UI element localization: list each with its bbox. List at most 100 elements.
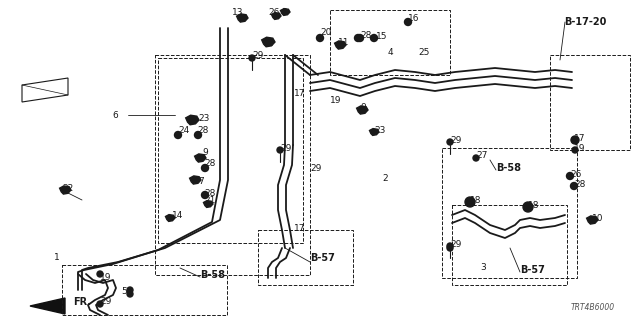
Text: 19: 19: [330, 95, 342, 105]
Circle shape: [447, 139, 453, 145]
Text: TRT4B6000: TRT4B6000: [571, 303, 615, 312]
Text: 6: 6: [112, 110, 118, 119]
Polygon shape: [166, 215, 175, 221]
Text: 17: 17: [294, 223, 305, 233]
Circle shape: [523, 202, 533, 212]
Text: 5: 5: [121, 286, 127, 295]
Text: 29: 29: [100, 298, 111, 307]
Text: B-58: B-58: [496, 163, 521, 173]
Text: 26: 26: [268, 7, 280, 17]
Text: 9: 9: [360, 102, 365, 111]
Text: 26: 26: [570, 170, 581, 179]
Text: 29: 29: [280, 143, 291, 153]
Text: 29: 29: [450, 135, 461, 145]
Text: 17: 17: [294, 89, 305, 98]
Text: 2: 2: [382, 173, 388, 182]
Circle shape: [97, 301, 103, 307]
Text: 21: 21: [204, 196, 216, 204]
Text: 11: 11: [338, 37, 349, 46]
Polygon shape: [280, 9, 290, 15]
Text: 28: 28: [197, 125, 209, 134]
Polygon shape: [186, 115, 199, 125]
Circle shape: [447, 243, 453, 249]
Bar: [158, 58, 303, 243]
Circle shape: [127, 287, 133, 293]
Text: 25: 25: [418, 47, 429, 57]
Circle shape: [465, 197, 475, 207]
Polygon shape: [195, 154, 206, 162]
Text: 3: 3: [480, 263, 486, 273]
Circle shape: [202, 191, 209, 198]
Circle shape: [202, 164, 209, 172]
Circle shape: [97, 271, 103, 277]
Circle shape: [277, 147, 283, 153]
Text: 29: 29: [310, 164, 321, 172]
Text: 13: 13: [232, 7, 243, 17]
Text: 23: 23: [374, 125, 385, 134]
Circle shape: [356, 35, 364, 42]
Text: 19: 19: [574, 143, 586, 153]
Text: 28: 28: [574, 180, 586, 188]
Polygon shape: [204, 201, 213, 207]
Bar: [442, 148, 577, 278]
Text: B-17-20: B-17-20: [564, 17, 606, 27]
Text: 4: 4: [388, 47, 394, 57]
Polygon shape: [237, 14, 248, 22]
Polygon shape: [335, 41, 346, 49]
Polygon shape: [271, 12, 281, 20]
Text: B-58: B-58: [200, 270, 225, 280]
Text: B-57: B-57: [520, 265, 545, 275]
Text: 14: 14: [172, 211, 184, 220]
Circle shape: [249, 55, 255, 61]
Bar: [330, 10, 450, 75]
Text: 24: 24: [178, 125, 189, 134]
Polygon shape: [369, 129, 379, 135]
Text: 1: 1: [54, 253, 60, 262]
Polygon shape: [60, 186, 71, 194]
Text: 27: 27: [476, 150, 488, 159]
Text: 20: 20: [320, 28, 332, 36]
Text: 23: 23: [198, 114, 209, 123]
Bar: [258, 230, 353, 285]
Circle shape: [473, 155, 479, 161]
Text: FR.: FR.: [73, 297, 91, 307]
Circle shape: [572, 147, 578, 153]
Bar: [62, 265, 227, 315]
Text: 28: 28: [360, 30, 371, 39]
Text: 17: 17: [574, 133, 586, 142]
Text: B-57: B-57: [310, 253, 335, 263]
Circle shape: [175, 132, 182, 139]
Polygon shape: [356, 106, 368, 114]
Text: 16: 16: [408, 13, 419, 22]
Text: 19: 19: [100, 274, 111, 283]
Circle shape: [447, 245, 453, 251]
Circle shape: [355, 35, 362, 42]
Text: 7: 7: [198, 177, 204, 186]
Text: 29: 29: [252, 51, 264, 60]
Bar: [452, 205, 567, 285]
Bar: [155, 55, 310, 275]
Text: 18: 18: [470, 196, 481, 204]
Text: 28: 28: [204, 188, 216, 197]
Polygon shape: [30, 298, 65, 314]
Text: 10: 10: [592, 213, 604, 222]
Circle shape: [570, 182, 577, 189]
Circle shape: [571, 136, 579, 144]
Text: 29: 29: [450, 239, 461, 249]
Text: 8: 8: [281, 7, 287, 17]
Text: 12: 12: [263, 38, 275, 47]
Circle shape: [317, 35, 323, 42]
Text: 15: 15: [376, 31, 387, 41]
Circle shape: [195, 132, 202, 139]
Text: 9: 9: [202, 148, 208, 156]
Bar: [550, 55, 630, 150]
Text: 22: 22: [62, 183, 73, 193]
Polygon shape: [262, 37, 275, 47]
Text: 18: 18: [528, 201, 540, 210]
Text: 28: 28: [204, 158, 216, 167]
Circle shape: [566, 172, 573, 180]
Circle shape: [404, 19, 412, 26]
Circle shape: [371, 35, 378, 42]
Polygon shape: [587, 216, 598, 224]
Circle shape: [127, 291, 133, 297]
